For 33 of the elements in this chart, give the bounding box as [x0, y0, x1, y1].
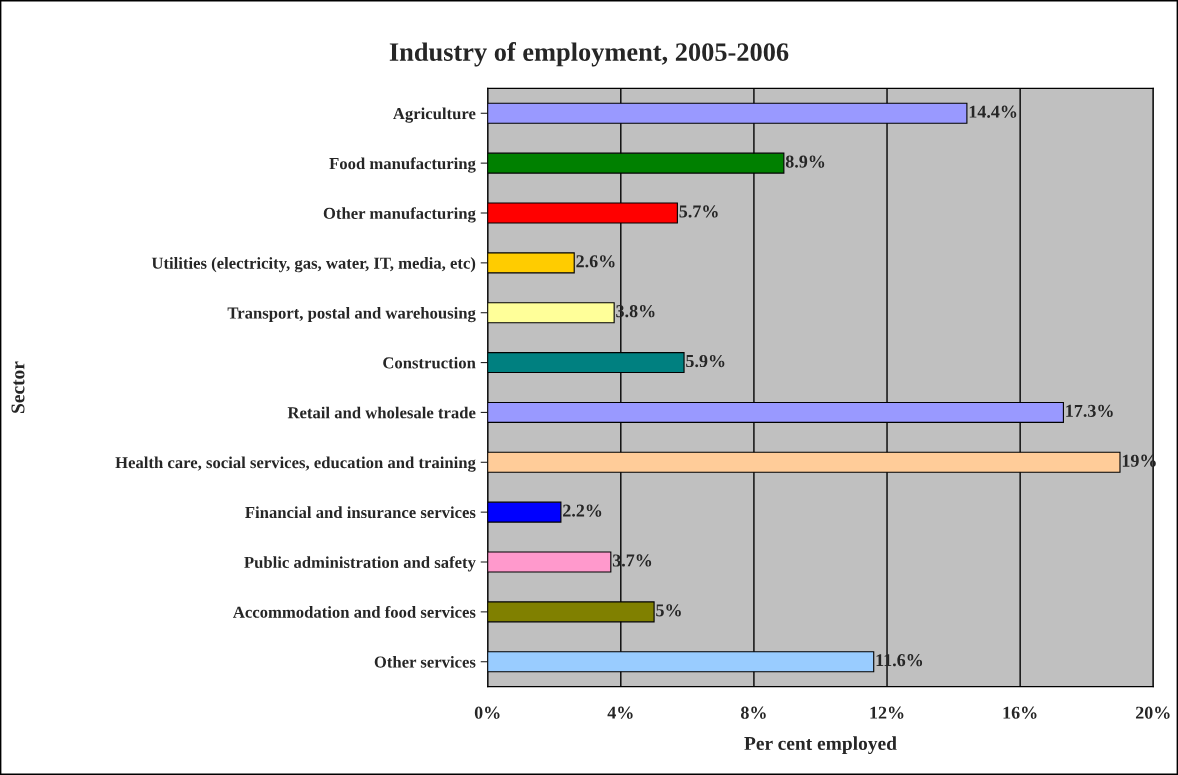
- y-axis-title: Sector: [11, 361, 25, 413]
- y-tick-label: Health care, social services, education and training: [115, 456, 476, 472]
- x-tick-label: 16%: [1003, 706, 1037, 719]
- data-label: 14.4%: [969, 105, 1017, 118]
- y-tick-label: Accommodation and food services: [233, 605, 476, 618]
- x-axis-title: Per cent employed: [744, 736, 897, 755]
- bar: [487, 501, 562, 523]
- chart-title: Industry of employment, 2005-2006: [389, 42, 789, 67]
- data-label: 5%: [656, 604, 681, 617]
- data-label: 2.2%: [563, 504, 602, 517]
- bar: [487, 252, 575, 274]
- y-tick-label: Construction: [383, 356, 476, 369]
- y-tick-label: Food manufacturing: [329, 157, 476, 173]
- y-tick-label: Retail and wholesale trade: [287, 406, 476, 419]
- data-label: 17.3%: [1066, 404, 1113, 418]
- y-tick-label: Financial and insurance services: [245, 506, 476, 519]
- bar: [487, 302, 615, 324]
- x-tick-label: 8%: [740, 706, 766, 719]
- x-tick-label: 20%: [1135, 706, 1170, 719]
- y-tick-label: Public administration and safety: [244, 556, 476, 572]
- data-label: 8.9%: [785, 155, 825, 168]
- y-tick-label: Other manufacturing: [323, 207, 476, 223]
- bar: [487, 551, 612, 573]
- data-label: 2.6%: [576, 255, 615, 268]
- y-tick-label: Agriculture: [393, 107, 476, 123]
- x-tick-label: 4%: [607, 706, 633, 719]
- y-tick-label: Utilities (electricity, gas, water, IT, media, etc): [151, 257, 476, 273]
- y-tick-label: Transport, postal and warehousing: [227, 306, 476, 323]
- x-tick-label: 0%: [474, 706, 500, 719]
- y-tick-label: Other services: [374, 655, 476, 668]
- data-label: 5.7%: [679, 205, 718, 218]
- data-label: 5.9%: [686, 354, 725, 368]
- x-tick-label: 12%: [870, 706, 904, 719]
